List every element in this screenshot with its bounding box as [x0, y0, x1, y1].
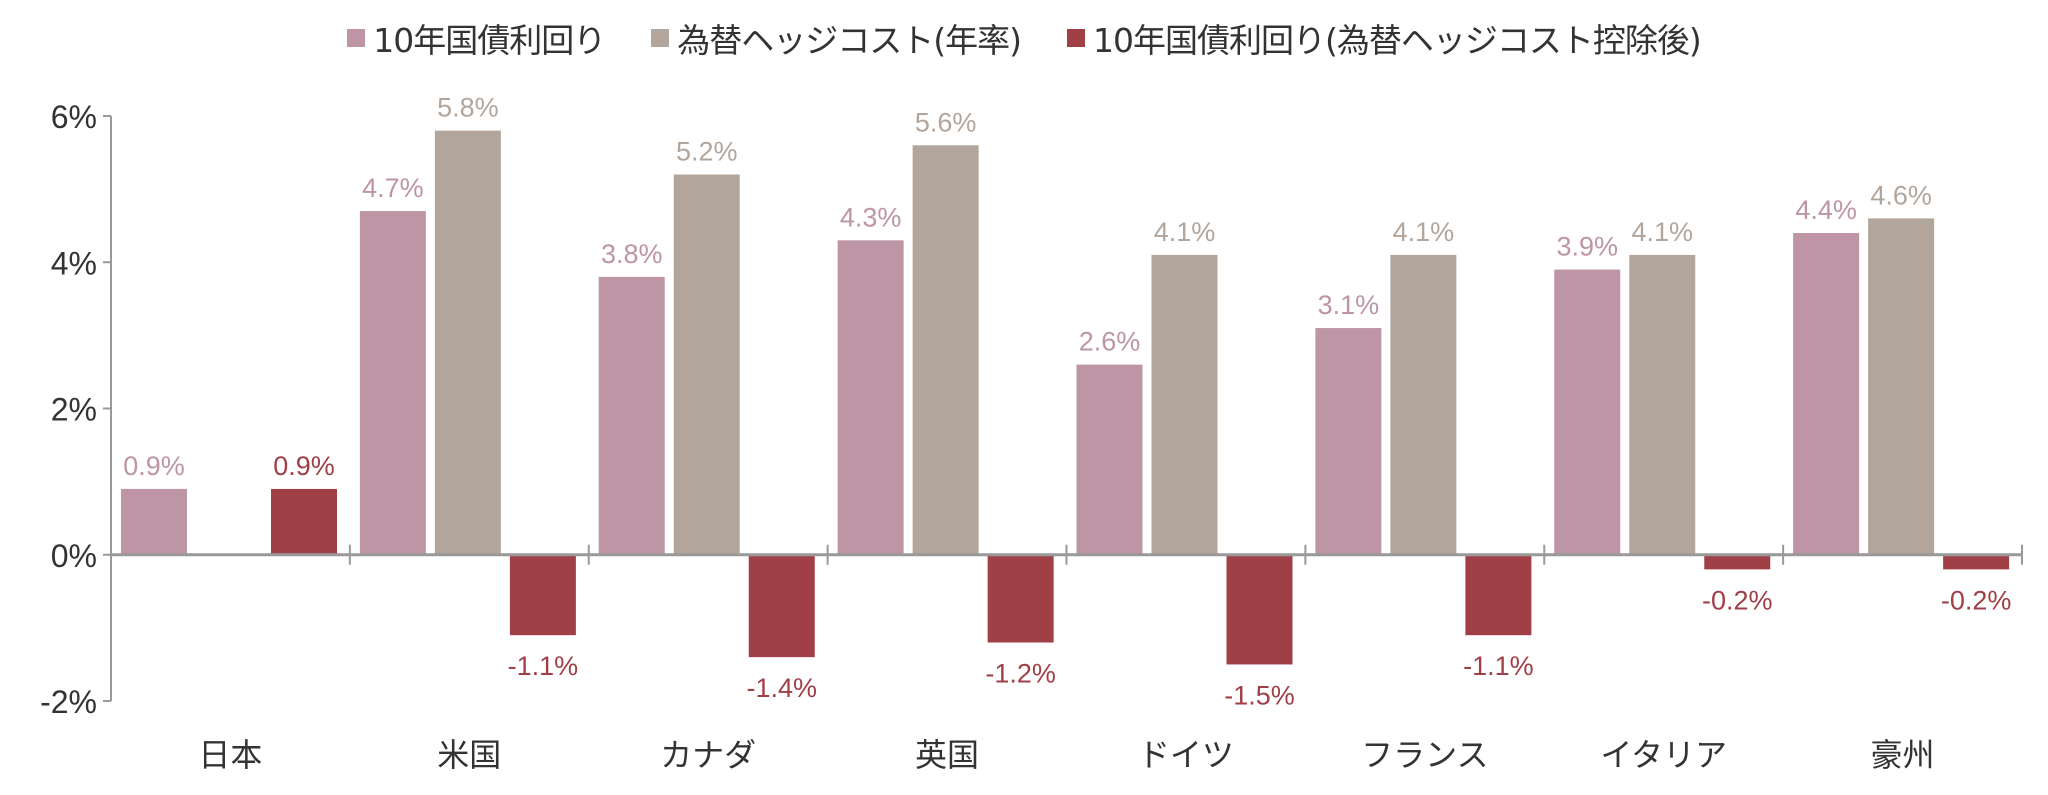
- data-label: 4.1%: [1154, 217, 1216, 247]
- data-label: -0.2%: [1941, 585, 2012, 615]
- y-tick-label: 2%: [51, 392, 97, 428]
- legend-item: 為替ヘッジコスト(年率): [651, 14, 1022, 62]
- legend-swatch: [1067, 29, 1085, 47]
- data-label: -1.2%: [985, 659, 1056, 689]
- x-tick-label: フランス: [1361, 737, 1488, 773]
- x-tick-label: 英国: [915, 737, 979, 773]
- bar: [912, 145, 979, 555]
- x-tick-label: ドイツ: [1138, 737, 1234, 773]
- bar: [1076, 364, 1143, 555]
- data-label: 5.8%: [437, 93, 499, 123]
- data-label: 4.7%: [362, 173, 424, 203]
- y-tick-label: 6%: [51, 99, 97, 135]
- legend-swatch: [651, 29, 670, 47]
- y-tick-label: 4%: [51, 245, 97, 281]
- bar: [1704, 554, 1771, 570]
- legend-label: 為替ヘッジコスト(年率): [677, 21, 1022, 60]
- bar: [359, 211, 426, 555]
- bar: [987, 554, 1054, 643]
- legend-item: 10年国債利回り: [347, 14, 606, 62]
- data-label: -0.2%: [1702, 585, 1773, 615]
- legend-swatch: [347, 29, 366, 47]
- bar: [837, 240, 904, 555]
- data-label: 4.4%: [1795, 195, 1857, 225]
- bar: [1554, 269, 1621, 555]
- data-label: 3.8%: [601, 239, 663, 269]
- data-label: -1.5%: [1224, 680, 1295, 710]
- y-tick-label: 0%: [51, 538, 97, 574]
- bar: [121, 488, 187, 555]
- data-label: -1.1%: [508, 651, 579, 681]
- data-label: 0.9%: [273, 451, 335, 481]
- bar: [673, 174, 740, 555]
- bar: [1226, 554, 1293, 665]
- bar: [1868, 218, 1935, 555]
- data-label: 5.2%: [676, 137, 738, 167]
- data-label: 3.1%: [1318, 290, 1380, 320]
- y-tick-label: -2%: [40, 684, 97, 720]
- data-label: 4.6%: [1870, 180, 1932, 210]
- data-label: 5.6%: [915, 107, 977, 137]
- data-label: -1.1%: [1463, 651, 1534, 681]
- data-label: 2.6%: [1079, 327, 1141, 357]
- bar: [509, 554, 576, 636]
- bar: [271, 488, 337, 555]
- x-tick-label: 豪州: [1871, 737, 1935, 773]
- data-label: 3.9%: [1556, 232, 1618, 262]
- data-label: 4.3%: [840, 202, 902, 232]
- data-label: 4.1%: [1631, 217, 1693, 247]
- bar: [1793, 233, 1860, 555]
- data-label: 0.9%: [123, 451, 185, 481]
- x-tick-label: イタリア: [1600, 737, 1727, 773]
- data-label: -1.4%: [746, 673, 817, 703]
- legend-label: 10年国債利回り(為替ヘッジコスト控除後): [1093, 21, 1702, 60]
- x-tick-label: 米国: [437, 737, 501, 773]
- bar: [748, 554, 815, 658]
- bar: [1943, 554, 2010, 570]
- x-tick-label: カナダ: [660, 737, 756, 773]
- legend-item: 10年国債利回り(為替ヘッジコスト控除後): [1067, 14, 1702, 62]
- data-label: 4.1%: [1393, 217, 1455, 247]
- bar: [1465, 554, 1532, 636]
- bar: [1151, 254, 1218, 555]
- bar: [598, 276, 665, 555]
- legend: 10年国債利回り 為替ヘッジコスト(年率) 10年国債利回り(為替ヘッジコスト控除後…: [0, 14, 2048, 62]
- x-tick-label: 日本: [198, 737, 262, 773]
- bar: [1390, 254, 1457, 555]
- bar: [1629, 254, 1696, 555]
- legend-label: 10年国債利回り: [373, 21, 606, 60]
- bar: [434, 130, 501, 555]
- bar: [1315, 328, 1382, 555]
